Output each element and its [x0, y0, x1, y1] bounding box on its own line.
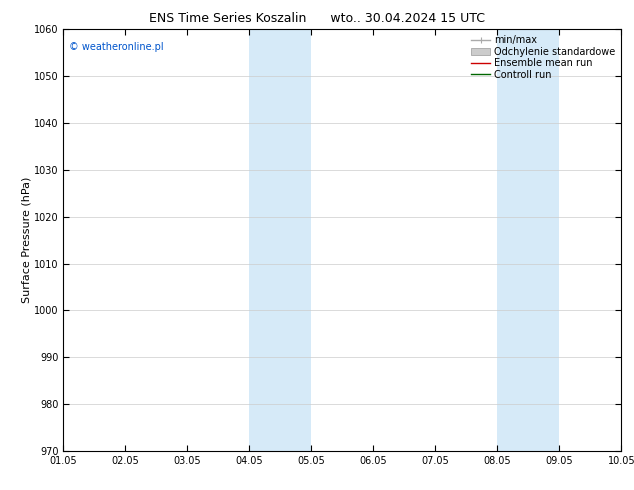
Bar: [249, 29, 311, 451]
Text: © weatheronline.pl: © weatheronline.pl: [69, 42, 164, 52]
Text: ENS Time Series Koszalin      wto.. 30.04.2024 15 UTC: ENS Time Series Koszalin wto.. 30.04.202…: [149, 12, 485, 25]
Y-axis label: Surface Pressure (hPa): Surface Pressure (hPa): [21, 177, 31, 303]
Legend: min/max, Odchylenie standardowe, Ensemble mean run, Controll run: min/max, Odchylenie standardowe, Ensembl…: [468, 32, 618, 82]
Bar: [497, 29, 559, 451]
